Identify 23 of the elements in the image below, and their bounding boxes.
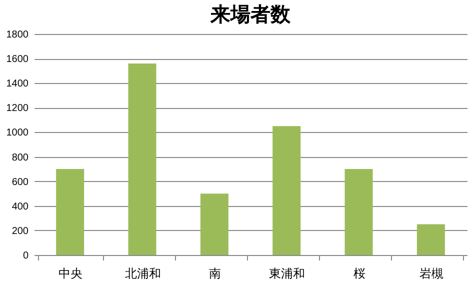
bar	[344, 169, 373, 255]
x-tick-label: 桜	[353, 266, 366, 280]
bar	[128, 63, 156, 255]
y-tick-label: 1600	[6, 54, 29, 66]
y-tick-label: 1800	[6, 30, 29, 40]
y-tick-label: 1200	[6, 103, 29, 114]
y-tick-label: 400	[12, 201, 29, 212]
x-tick-label: 南	[208, 266, 221, 280]
x-tick-label: 岩槻	[419, 266, 444, 280]
chart-title: 来場者数	[210, 2, 292, 26]
bar	[416, 224, 445, 255]
y-tick-label: 1400	[6, 78, 29, 90]
y-tick-label: 800	[12, 152, 29, 164]
bar	[272, 126, 301, 255]
y-tick-label: 600	[12, 176, 29, 188]
y-tick-label: 0	[22, 250, 29, 262]
y-tick-label: 1000	[6, 128, 29, 139]
x-tick-label: 中央	[58, 266, 83, 280]
bar	[56, 169, 84, 255]
x-tick-label: 北浦和	[124, 266, 161, 280]
x-tick-label: 東浦和	[269, 266, 306, 280]
bar	[200, 194, 228, 255]
y-tick-label: 200	[12, 226, 29, 237]
